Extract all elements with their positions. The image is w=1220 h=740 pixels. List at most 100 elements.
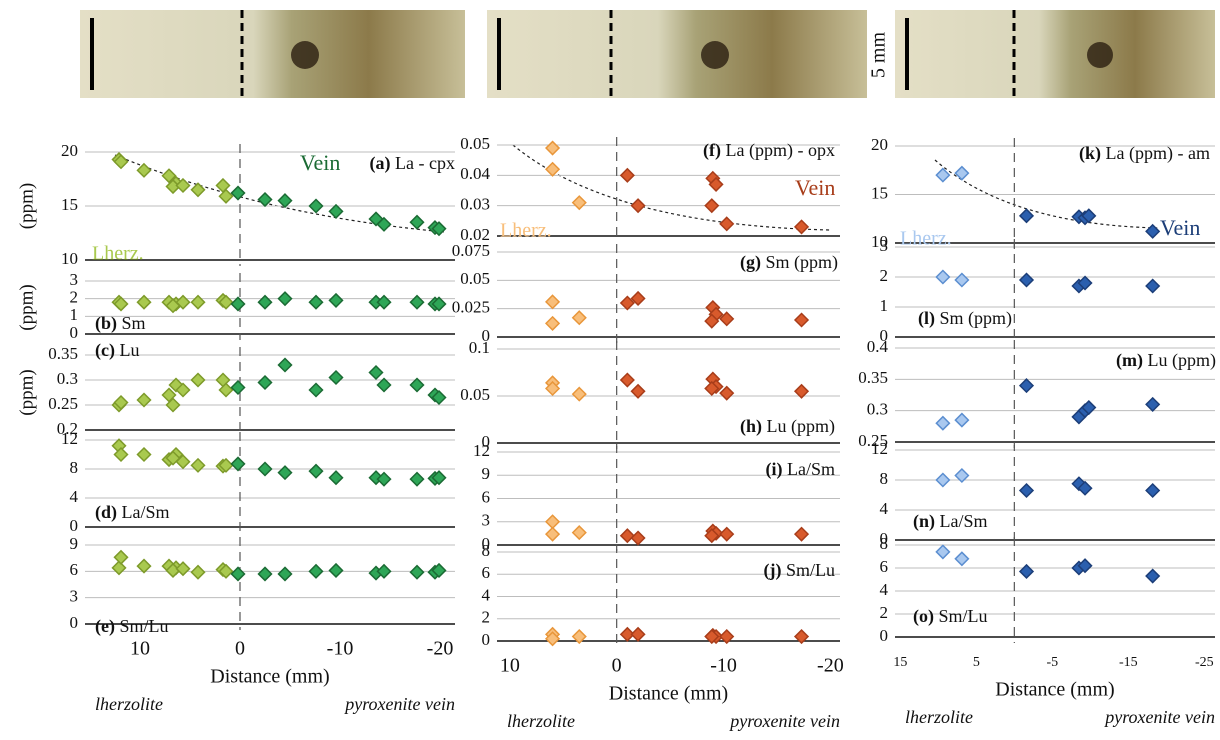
data-point	[704, 313, 720, 329]
y-tick-label: 2	[482, 608, 491, 627]
data-point	[113, 549, 129, 565]
lherzolite-note: lherzolite	[95, 694, 163, 714]
y-tick-label: 0.05	[460, 385, 490, 404]
x-axis-label: Distance (mm)	[210, 666, 329, 688]
panel-tag: (b)	[95, 313, 117, 334]
panel-label: (g) Sm (ppm)	[740, 252, 838, 273]
data-point	[175, 454, 191, 470]
data-point	[175, 561, 191, 577]
thin-section-images: 5 mm	[80, 10, 1215, 98]
y-tick-label: 0.35	[48, 344, 78, 363]
data-point	[328, 470, 344, 486]
y-tick-label: 0.025	[452, 298, 490, 317]
data-point	[704, 380, 720, 397]
x-tick-label: 15	[893, 655, 907, 670]
data-point	[277, 357, 293, 373]
data-point	[431, 470, 447, 486]
y-tick-label: 0	[70, 516, 79, 535]
data-point	[935, 269, 951, 285]
data-point	[215, 177, 231, 194]
data-point	[630, 290, 646, 307]
data-point	[136, 392, 152, 408]
data-point	[431, 389, 447, 406]
data-point	[1077, 480, 1093, 496]
panel-title: La - cpx	[395, 153, 455, 173]
data-point	[719, 628, 735, 645]
data-point	[328, 369, 344, 386]
scale-label: 5 mm	[868, 32, 890, 79]
vein-note: pyroxenite vein	[1103, 707, 1215, 727]
data-point	[1145, 396, 1161, 412]
y-tick-label: 4	[70, 487, 79, 506]
x-tick-label: 0	[612, 655, 622, 677]
data-point	[630, 383, 646, 399]
panel-title: La (ppm) - am	[1106, 143, 1210, 164]
x-tick-label: -10	[710, 655, 737, 677]
y-tick-label: 0	[70, 613, 79, 632]
y-tick-label: 2	[880, 603, 889, 622]
y-tick-label: 2	[880, 266, 889, 285]
y-tick-label: 0.05	[460, 134, 490, 153]
photo-texture	[1087, 42, 1113, 68]
data-point	[571, 386, 587, 402]
x-tick-label: -25	[1195, 655, 1214, 670]
x-axis-label: Distance (mm)	[995, 679, 1114, 701]
data-point	[1145, 223, 1161, 239]
data-point	[230, 296, 246, 312]
data-point	[954, 412, 970, 428]
panel-tag: (k)	[1079, 143, 1101, 164]
data-point	[376, 471, 392, 487]
data-point	[136, 558, 152, 574]
x-axis-label: Distance (mm)	[609, 683, 728, 705]
panel-title: La (ppm) - opx	[726, 140, 835, 161]
data-point	[218, 563, 234, 579]
data-point	[277, 566, 293, 582]
data-point	[630, 198, 646, 214]
data-point	[719, 526, 735, 542]
data-point	[376, 294, 392, 310]
data-point	[793, 628, 810, 645]
panel-label: (b) Sm	[95, 313, 146, 334]
data-point	[1081, 399, 1097, 416]
data-point	[1077, 275, 1093, 291]
data-point	[257, 191, 273, 208]
vein-note: pyroxenite vein	[343, 694, 455, 714]
data-point	[954, 551, 970, 567]
data-point	[1145, 568, 1161, 584]
photo-texture	[701, 41, 729, 69]
data-point	[704, 628, 720, 645]
vein-label: Vein	[300, 150, 340, 175]
data-point	[719, 385, 735, 401]
data-point	[1018, 272, 1035, 288]
data-point	[935, 544, 951, 560]
data-point	[165, 397, 181, 413]
y-tick-label: 6	[880, 557, 889, 576]
x-tick-label: 5	[973, 655, 980, 670]
y-tick-label: 0	[880, 326, 889, 345]
trend-curve	[934, 159, 1161, 229]
data-point	[545, 631, 561, 647]
x-tick-label: -20	[817, 655, 844, 677]
panel-tag: (a)	[370, 153, 391, 174]
data-point	[619, 626, 635, 642]
data-point	[218, 382, 234, 398]
panel-title: Sm	[122, 313, 146, 333]
data-point	[308, 382, 324, 398]
data-point	[409, 214, 425, 230]
panel-tag: (c)	[95, 340, 115, 361]
data-point	[308, 198, 324, 214]
data-point	[230, 379, 246, 396]
data-point	[935, 167, 951, 183]
panel-label: (h) Lu (ppm)	[740, 416, 835, 437]
y-tick-label: 0.3	[867, 400, 888, 419]
data-point	[619, 528, 635, 544]
x-tick-label: -10	[327, 638, 354, 660]
data-point	[136, 294, 152, 310]
y-tick-label: 0	[482, 534, 491, 553]
data-point	[545, 161, 561, 177]
y-axis-label: (ppm)	[16, 369, 37, 415]
panel-label: (n) La/Sm	[913, 511, 988, 532]
panel-title: Lu (ppm)	[1148, 350, 1216, 371]
panel-title: Sm (ppm)	[940, 308, 1013, 329]
data-point	[1077, 558, 1093, 574]
